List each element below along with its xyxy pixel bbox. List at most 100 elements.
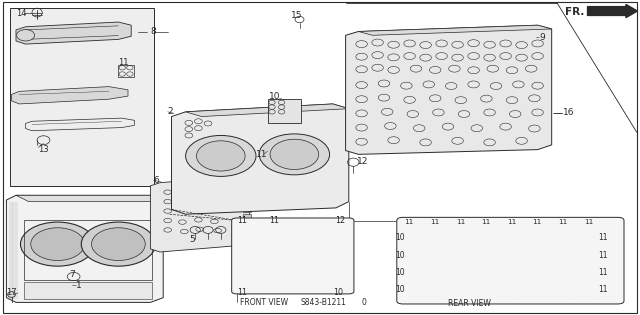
Text: 11: 11: [237, 216, 247, 225]
Ellipse shape: [563, 243, 577, 252]
Ellipse shape: [435, 226, 449, 234]
Polygon shape: [6, 195, 163, 302]
Ellipse shape: [460, 226, 474, 234]
Text: 0: 0: [362, 298, 367, 307]
Polygon shape: [172, 104, 349, 214]
Text: 17: 17: [6, 289, 17, 297]
Text: REAR VIEW: REAR VIEW: [448, 299, 491, 307]
Bar: [243, 188, 251, 193]
Ellipse shape: [537, 260, 551, 269]
Text: 11: 11: [584, 219, 593, 226]
FancyBboxPatch shape: [232, 218, 354, 294]
Bar: [243, 207, 251, 212]
Ellipse shape: [563, 226, 577, 234]
Text: 10: 10: [396, 268, 405, 277]
Ellipse shape: [511, 243, 525, 252]
Text: 11: 11: [598, 285, 608, 294]
Bar: [24, 220, 152, 280]
Polygon shape: [26, 118, 134, 131]
Text: 15: 15: [291, 11, 303, 20]
Ellipse shape: [460, 295, 474, 304]
Text: 11: 11: [598, 268, 608, 277]
Ellipse shape: [270, 139, 319, 169]
Ellipse shape: [511, 295, 525, 304]
Ellipse shape: [291, 235, 339, 266]
Polygon shape: [16, 195, 163, 202]
Ellipse shape: [17, 30, 35, 41]
Ellipse shape: [588, 226, 602, 234]
Ellipse shape: [588, 295, 602, 304]
Ellipse shape: [435, 295, 449, 304]
Ellipse shape: [588, 278, 602, 286]
Ellipse shape: [435, 278, 449, 286]
Ellipse shape: [511, 278, 525, 286]
Text: 11: 11: [598, 233, 608, 242]
Text: 11: 11: [558, 219, 567, 226]
Ellipse shape: [460, 278, 474, 286]
Ellipse shape: [259, 134, 330, 175]
Ellipse shape: [409, 260, 423, 269]
Ellipse shape: [409, 295, 423, 304]
Ellipse shape: [92, 228, 145, 261]
Text: 7: 7: [69, 270, 75, 278]
Text: 10: 10: [396, 233, 405, 242]
Text: FR.: FR.: [565, 7, 584, 17]
Bar: [24, 282, 152, 299]
Text: 11: 11: [237, 289, 247, 297]
Polygon shape: [16, 22, 131, 44]
Ellipse shape: [409, 226, 423, 234]
Text: 11: 11: [481, 219, 490, 226]
Text: 11: 11: [532, 219, 541, 226]
Ellipse shape: [511, 226, 525, 234]
Ellipse shape: [588, 260, 602, 269]
Text: 2: 2: [168, 107, 173, 116]
Text: 12: 12: [335, 216, 346, 225]
Text: 10: 10: [396, 285, 405, 294]
Bar: [239, 266, 253, 276]
Text: 10: 10: [269, 92, 280, 100]
Ellipse shape: [563, 295, 577, 304]
FancyArrow shape: [588, 4, 637, 18]
Bar: [239, 278, 253, 287]
Ellipse shape: [460, 243, 474, 252]
Text: 6: 6: [154, 176, 159, 185]
Ellipse shape: [537, 278, 551, 286]
FancyBboxPatch shape: [397, 217, 624, 304]
Ellipse shape: [409, 243, 423, 252]
Ellipse shape: [563, 260, 577, 269]
Text: 12: 12: [357, 157, 369, 166]
Ellipse shape: [511, 260, 525, 269]
Ellipse shape: [486, 226, 500, 234]
Bar: [243, 201, 251, 205]
Ellipse shape: [537, 226, 551, 234]
Bar: [337, 233, 346, 268]
Ellipse shape: [31, 228, 84, 261]
Text: 11: 11: [598, 251, 608, 260]
Bar: [243, 226, 251, 231]
Ellipse shape: [588, 243, 602, 252]
Ellipse shape: [486, 243, 500, 252]
Text: 11: 11: [430, 219, 439, 226]
Ellipse shape: [435, 243, 449, 252]
Text: 13: 13: [38, 145, 49, 154]
Ellipse shape: [486, 278, 500, 286]
Polygon shape: [12, 87, 128, 104]
Text: 10: 10: [333, 289, 343, 297]
Text: 11: 11: [118, 58, 129, 67]
Text: 10: 10: [396, 251, 405, 260]
Text: 11: 11: [507, 219, 516, 226]
Ellipse shape: [20, 222, 95, 266]
Ellipse shape: [435, 260, 449, 269]
Ellipse shape: [563, 278, 577, 286]
Bar: [118, 65, 134, 77]
Polygon shape: [346, 25, 552, 154]
Text: 11: 11: [269, 216, 279, 225]
Ellipse shape: [409, 278, 423, 286]
Text: 11: 11: [456, 219, 465, 226]
Bar: [239, 230, 253, 239]
Text: 8: 8: [150, 27, 156, 36]
Ellipse shape: [460, 260, 474, 269]
Ellipse shape: [237, 235, 285, 266]
Ellipse shape: [486, 295, 500, 304]
Bar: [243, 214, 251, 218]
